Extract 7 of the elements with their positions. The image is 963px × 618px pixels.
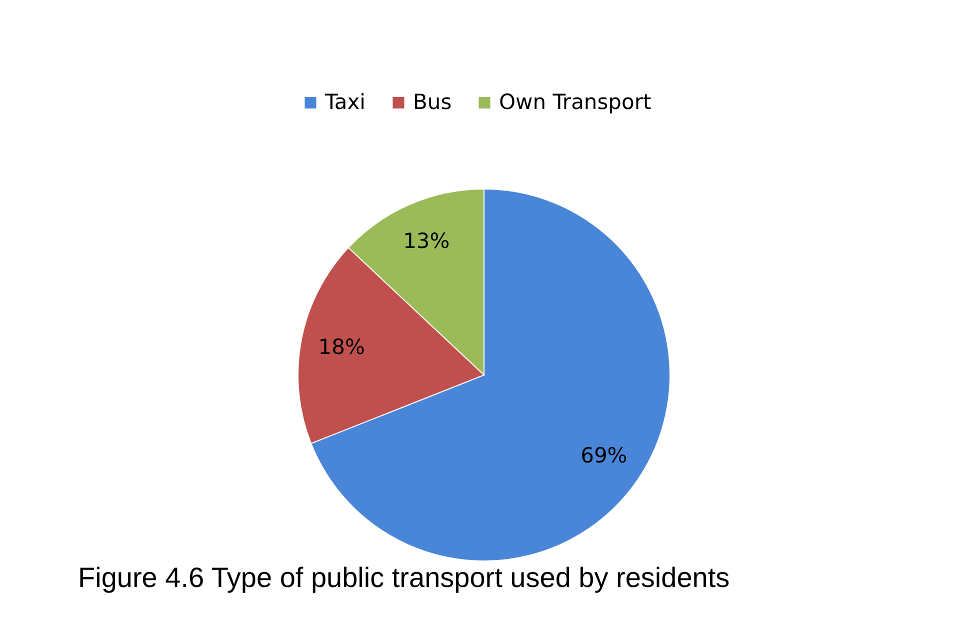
data-label: 69% bbox=[580, 444, 628, 468]
legend-label: Taxi bbox=[324, 90, 366, 114]
caption: Figure 4.6 Type of public transport used by residents bbox=[78, 562, 730, 593]
data-label: 13% bbox=[403, 228, 450, 253]
legend-label: Bus bbox=[413, 90, 452, 114]
data-label: 18% bbox=[318, 334, 365, 359]
legend-label: Own Transport bbox=[499, 90, 652, 114]
